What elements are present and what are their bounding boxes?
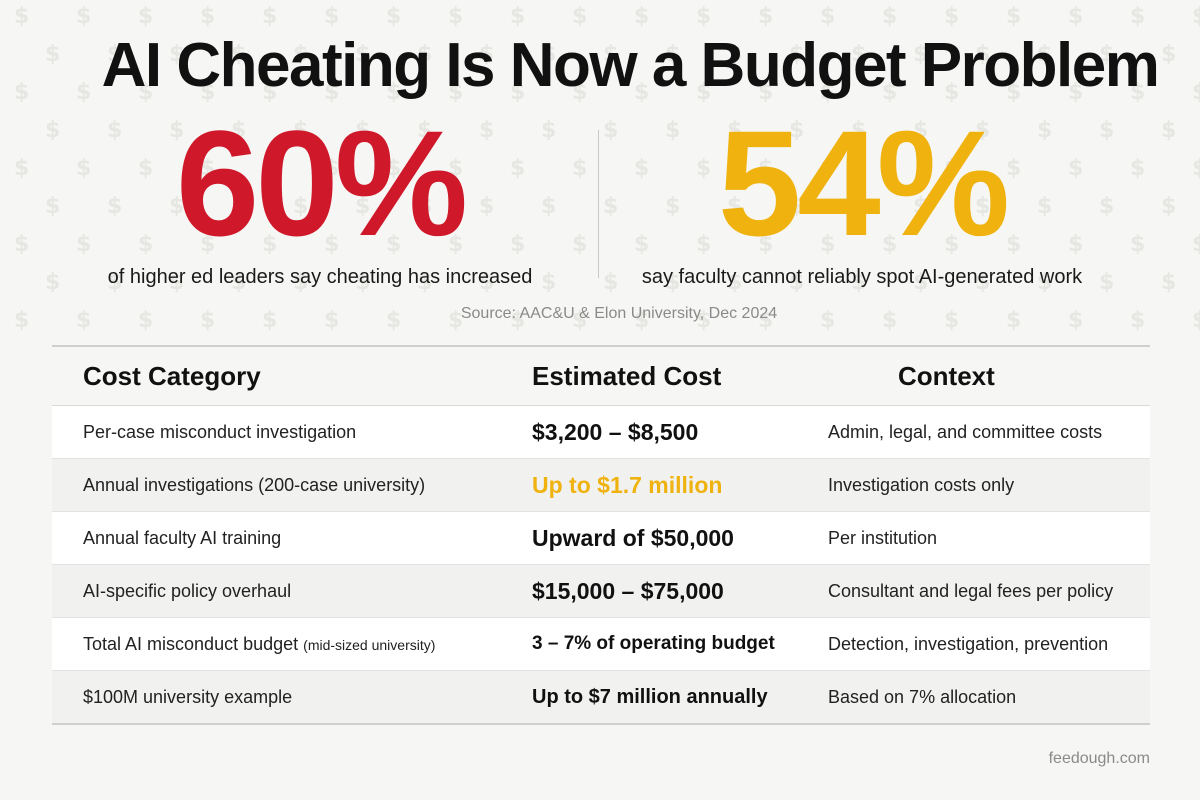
cell-context: Based on 7% allocation — [828, 686, 1017, 707]
table-row: AI-specific policy overhaul $15,000 – $7… — [52, 565, 1150, 618]
cell-category: Per-case misconduct investigation — [83, 421, 357, 442]
dollar-icon: $ — [510, 4, 526, 29]
dollar-icon: $ — [138, 4, 154, 29]
dollar-icon: $ — [1192, 232, 1200, 257]
cell-cost: Up to $7 million annually — [532, 685, 768, 708]
dollar-icon: $ — [76, 4, 92, 29]
table-row: Annual investigations (200-case universi… — [52, 459, 1150, 512]
dollar-icon: $ — [1068, 4, 1084, 29]
dollar-icon: $ — [1130, 4, 1146, 29]
stat-block-cheating: 60% of higher ed leaders say cheating ha… — [40, 108, 600, 289]
table-header-row: Cost Category Estimated Cost Context — [52, 347, 1150, 406]
dollar-icon: $ — [200, 4, 216, 29]
cell-cost-highlight: Up to $1.7 million — [532, 471, 723, 498]
dollar-icon: $ — [1192, 4, 1200, 29]
dollar-icon: $ — [386, 4, 402, 29]
stat-value-cheating: 60% — [175, 99, 468, 267]
dollar-icon: $ — [572, 4, 588, 29]
cell-cost: 3 – 7% of operating budget — [532, 633, 775, 654]
cost-table: Cost Category Estimated Cost Context Per… — [52, 345, 1150, 725]
stat-value-detection: 54% — [717, 99, 1010, 267]
dollar-icon: $ — [1161, 194, 1177, 219]
cell-cost: $3,200 – $8,500 — [532, 418, 699, 445]
source-note: Source: AAC&U & Elon University, Dec 202… — [460, 305, 778, 322]
cell-category: Annual investigations (200-case universi… — [83, 474, 426, 495]
cell-category: AI-specific policy overhaul — [83, 580, 292, 601]
table-row: Total AI misconduct budget (mid-sized un… — [52, 618, 1150, 671]
cell-context: Admin, legal, and committee costs — [828, 421, 1103, 442]
dollar-icon: $ — [1006, 4, 1022, 29]
cell-context: Consultant and legal fees per policy — [828, 580, 1114, 601]
stat-caption-detection: say faculty cannot reliably spot AI-gene… — [641, 266, 1083, 288]
page-title: AI Cheating Is Now a Budget Problem — [101, 31, 1160, 100]
table-row: Per-case misconduct investigation $3,200… — [52, 406, 1150, 459]
dollar-icon: $ — [1161, 118, 1177, 143]
cell-category: Annual faculty AI training — [83, 527, 282, 548]
dollar-icon: $ — [14, 4, 30, 29]
dollar-icon: $ — [1192, 156, 1200, 181]
dollar-icon: $ — [696, 4, 712, 29]
dollar-icon: $ — [14, 232, 30, 257]
stat-block-detection: 54% say faculty cannot reliably spot AI-… — [582, 108, 1142, 289]
site-credit: feedough.com — [1048, 750, 1150, 767]
dollar-icon: $ — [324, 4, 340, 29]
cell-category: Total AI misconduct budget (mid-sized un… — [52, 634, 532, 655]
cell-cost: Upward of $50,000 — [532, 524, 734, 551]
cell-context: Per institution — [828, 527, 938, 548]
header-cost-category: Cost Category — [83, 360, 261, 391]
cell-context: Detection, investigation, prevention — [828, 633, 1109, 654]
header-estimated-cost: Estimated Cost — [532, 360, 722, 391]
stat-caption-cheating: of higher ed leaders say cheating has in… — [107, 266, 533, 288]
cell-context: Investigation costs only — [828, 474, 1015, 495]
cell-cost: $15,000 – $75,000 — [532, 577, 724, 604]
dollar-icon: $ — [448, 4, 464, 29]
dollar-icon: $ — [1161, 270, 1177, 295]
dollar-icon: $ — [758, 4, 774, 29]
cell-category-text: Total AI misconduct budget — [83, 633, 299, 654]
dollar-icon: $ — [882, 4, 898, 29]
header-context: Context — [898, 360, 995, 391]
cell-category: $100M university example — [83, 686, 293, 707]
table-row: Annual faculty AI training Upward of $50… — [52, 512, 1150, 565]
dollar-icon: $ — [262, 4, 278, 29]
table-row: $100M university example Up to $7 millio… — [52, 671, 1150, 725]
stat-divider — [598, 130, 599, 278]
dollar-icon: $ — [634, 4, 650, 29]
dollar-icon: $ — [14, 156, 30, 181]
dollar-icon: $ — [820, 4, 836, 29]
cell-category-note: (mid-sized university) — [303, 636, 436, 653]
dollar-icon: $ — [944, 4, 960, 29]
